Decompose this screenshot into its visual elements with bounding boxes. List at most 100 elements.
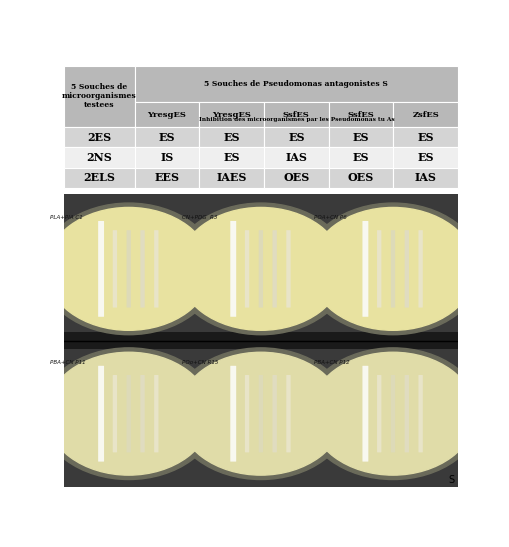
- Circle shape: [172, 203, 350, 335]
- FancyBboxPatch shape: [405, 230, 409, 307]
- Bar: [200, 127, 264, 147]
- Bar: [134, 147, 200, 168]
- Bar: [329, 102, 393, 127]
- Circle shape: [46, 207, 212, 330]
- Bar: [64, 332, 458, 350]
- Bar: [134, 66, 458, 102]
- Text: Inhibition des microorganismes par les Pseudomonas tu As: Inhibition des microorganismes par les P…: [199, 118, 394, 123]
- FancyBboxPatch shape: [259, 230, 263, 307]
- FancyBboxPatch shape: [362, 221, 369, 317]
- FancyBboxPatch shape: [362, 366, 369, 462]
- Bar: [64, 127, 134, 147]
- Text: POA+CN P6: POA+CN P6: [314, 215, 347, 220]
- Bar: [134, 102, 200, 127]
- FancyBboxPatch shape: [112, 375, 117, 452]
- FancyBboxPatch shape: [272, 230, 277, 307]
- Circle shape: [178, 352, 344, 475]
- FancyBboxPatch shape: [140, 375, 145, 452]
- Bar: [393, 127, 458, 147]
- FancyBboxPatch shape: [418, 230, 423, 307]
- FancyBboxPatch shape: [272, 375, 277, 452]
- Bar: [134, 168, 200, 188]
- Circle shape: [46, 352, 212, 475]
- Text: ES: ES: [288, 132, 304, 143]
- Bar: [134, 127, 200, 147]
- Bar: [64, 66, 134, 127]
- Bar: [200, 168, 264, 188]
- Circle shape: [310, 352, 476, 475]
- FancyBboxPatch shape: [245, 230, 249, 307]
- FancyBboxPatch shape: [154, 375, 158, 452]
- Text: ES: ES: [159, 132, 175, 143]
- Text: PLA+PIA C1: PLA+PIA C1: [50, 215, 82, 220]
- FancyBboxPatch shape: [230, 221, 236, 317]
- Circle shape: [40, 348, 217, 480]
- Bar: [200, 147, 264, 168]
- Text: SsfES: SsfES: [348, 110, 375, 119]
- Text: OES: OES: [348, 172, 374, 183]
- Bar: [329, 147, 393, 168]
- Circle shape: [172, 348, 350, 480]
- Circle shape: [310, 207, 476, 330]
- FancyBboxPatch shape: [377, 375, 381, 452]
- Text: IAS: IAS: [286, 152, 307, 163]
- Text: ZsfES: ZsfES: [412, 110, 439, 119]
- FancyBboxPatch shape: [286, 230, 291, 307]
- Text: ES: ES: [417, 152, 434, 163]
- Text: PBA+CN P12: PBA+CN P12: [314, 360, 350, 365]
- Text: S: S: [448, 475, 454, 485]
- Bar: [329, 168, 393, 188]
- Text: 5 Souches de
microorganismes
testees: 5 Souches de microorganismes testees: [62, 83, 136, 109]
- Bar: [329, 127, 393, 147]
- Text: CN+PDG  R3: CN+PDG R3: [182, 215, 217, 220]
- Bar: [64, 147, 134, 168]
- FancyBboxPatch shape: [377, 230, 381, 307]
- FancyBboxPatch shape: [391, 230, 395, 307]
- Bar: [393, 168, 458, 188]
- FancyBboxPatch shape: [154, 230, 158, 307]
- Text: EES: EES: [154, 172, 180, 183]
- FancyBboxPatch shape: [140, 230, 145, 307]
- Text: IS: IS: [160, 152, 174, 163]
- Text: ES: ES: [353, 152, 370, 163]
- FancyBboxPatch shape: [98, 221, 104, 317]
- FancyBboxPatch shape: [112, 230, 117, 307]
- Text: ES: ES: [353, 132, 370, 143]
- Circle shape: [178, 207, 344, 330]
- Circle shape: [304, 203, 482, 335]
- Text: IAS: IAS: [415, 172, 437, 183]
- Bar: [200, 102, 264, 127]
- FancyBboxPatch shape: [127, 230, 131, 307]
- Text: YresgES: YresgES: [212, 110, 251, 119]
- Text: PBA+CN P11: PBA+CN P11: [50, 360, 86, 365]
- Bar: [264, 168, 329, 188]
- Text: 2ES: 2ES: [87, 132, 111, 143]
- Text: POo+CN R15: POo+CN R15: [182, 360, 218, 365]
- Text: 2ELS: 2ELS: [83, 172, 115, 183]
- Text: SsfES: SsfES: [283, 110, 310, 119]
- FancyBboxPatch shape: [245, 375, 249, 452]
- Text: ES: ES: [417, 132, 434, 143]
- FancyBboxPatch shape: [259, 375, 263, 452]
- FancyBboxPatch shape: [405, 375, 409, 452]
- Bar: [393, 102, 458, 127]
- FancyBboxPatch shape: [230, 366, 236, 462]
- Bar: [264, 127, 329, 147]
- Circle shape: [304, 348, 482, 480]
- Text: OES: OES: [283, 172, 309, 183]
- FancyBboxPatch shape: [127, 375, 131, 452]
- Text: 5 Souches de Pseudomonas antagonistes S: 5 Souches de Pseudomonas antagonistes S: [205, 80, 388, 88]
- Bar: [393, 147, 458, 168]
- FancyBboxPatch shape: [418, 375, 423, 452]
- Text: ES: ES: [223, 152, 240, 163]
- Circle shape: [40, 203, 217, 335]
- Bar: [264, 102, 329, 127]
- Text: IAES: IAES: [216, 172, 247, 183]
- Text: ES: ES: [223, 132, 240, 143]
- Text: 2NS: 2NS: [86, 152, 112, 163]
- FancyBboxPatch shape: [98, 366, 104, 462]
- FancyBboxPatch shape: [391, 375, 395, 452]
- Text: YresgES: YresgES: [148, 110, 186, 119]
- Bar: [64, 168, 134, 188]
- Bar: [264, 147, 329, 168]
